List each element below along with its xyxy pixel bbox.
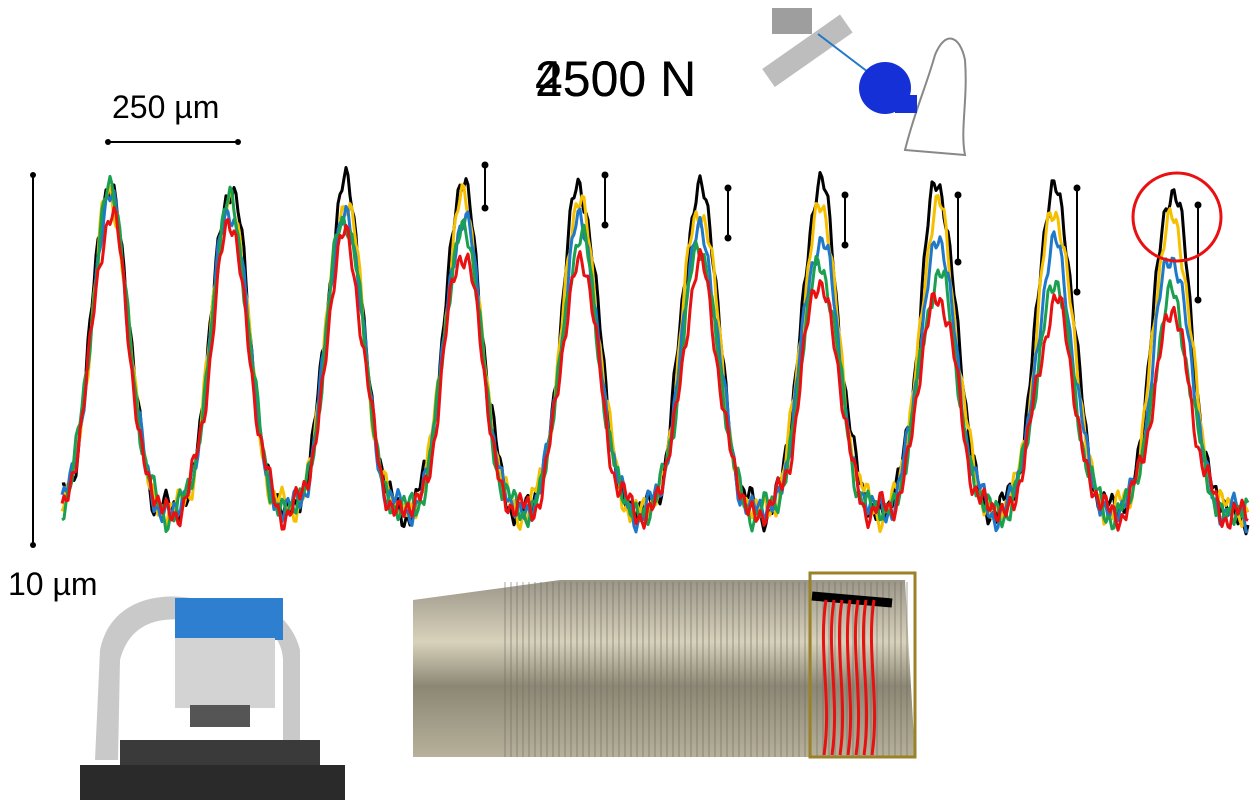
force-label: 4500 N (535, 51, 696, 107)
microscope-body (175, 638, 275, 708)
ball-neck (895, 95, 917, 113)
objectives (190, 705, 250, 727)
wear-bar-end (954, 191, 962, 199)
wear-bar-end (601, 171, 609, 179)
scale-bar-y (30, 172, 36, 548)
wear-bar-end (954, 258, 962, 266)
profile-path (821, 599, 829, 756)
microscope-stage (120, 740, 320, 765)
profile-paths (821, 599, 877, 756)
profile-path (861, 599, 869, 756)
microscope-image (80, 596, 345, 800)
scale-x-label: 250 µm (112, 89, 219, 125)
microscope-arch (95, 596, 200, 760)
scale-bar-x (105, 139, 241, 145)
wear-bar-end (1194, 201, 1202, 209)
wear-bar-end (724, 184, 732, 192)
force-label: 2500 N (535, 51, 696, 107)
profile-trace (60, 206, 1249, 532)
wear-bar-end (1073, 184, 1081, 192)
cylinder-image (413, 571, 917, 759)
wear-bar-end (841, 191, 849, 199)
detail-box (808, 571, 917, 759)
wear-bar-end (1073, 288, 1081, 296)
wear-bar-end (601, 221, 609, 229)
impact-arrow (817, 33, 869, 73)
bone-outline (903, 37, 967, 157)
scale-end (30, 542, 36, 548)
microscope-head (175, 598, 283, 640)
wear-bar-end (481, 204, 489, 212)
microscope-base (80, 765, 345, 800)
wear-bars (481, 161, 1202, 304)
hammer-icon (762, 8, 967, 157)
wear-bar-end (1194, 296, 1202, 304)
highlight-circle (1131, 171, 1223, 263)
wear-bar-end (841, 241, 849, 249)
scale-end (235, 139, 241, 145)
profile-path (837, 599, 845, 756)
wear-bar-end (724, 234, 732, 242)
measure-line (811, 591, 893, 608)
profile-traces (60, 166, 1250, 536)
scale-y-label: 10 µm (8, 566, 98, 602)
wear-bar-end (481, 161, 489, 169)
profile-path (829, 599, 837, 756)
profile-path (845, 599, 853, 756)
profile-path (853, 599, 861, 756)
profile-path (869, 599, 877, 756)
hammer-handle (762, 14, 853, 87)
hammer-head (772, 8, 812, 34)
scale-end (105, 139, 111, 145)
scale-end (30, 172, 36, 178)
